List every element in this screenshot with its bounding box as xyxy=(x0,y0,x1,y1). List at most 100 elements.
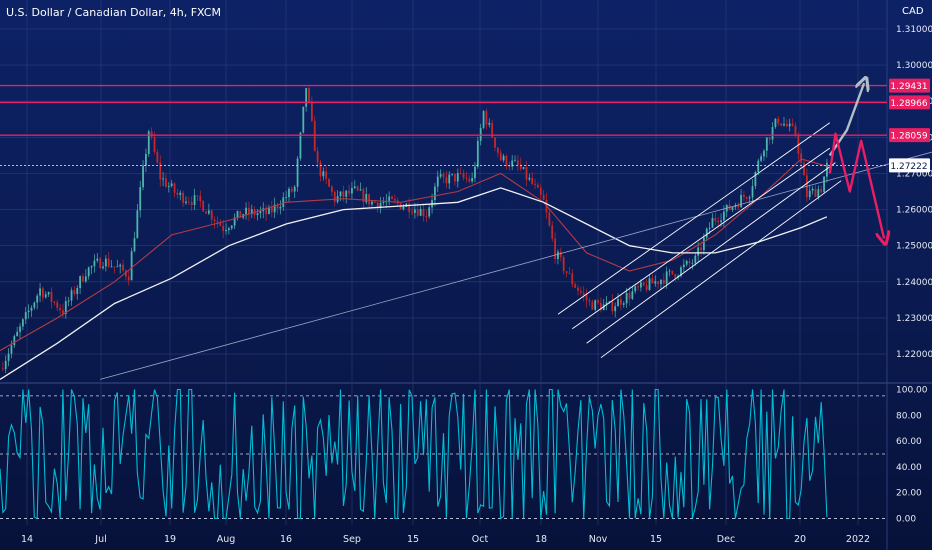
candle-body xyxy=(565,271,568,274)
candle-body xyxy=(614,306,617,312)
y-tick-label: 1.22000 xyxy=(896,350,932,360)
candle-body xyxy=(145,153,147,166)
candle-body xyxy=(474,166,476,179)
candle-body xyxy=(411,212,413,214)
candle-body xyxy=(296,158,299,187)
oscillator-line xyxy=(0,388,828,520)
osc-tick-label: 60.00 xyxy=(896,437,922,447)
candle-body xyxy=(599,302,602,311)
candle-body xyxy=(785,123,788,127)
candle-body xyxy=(147,131,150,154)
candle-body xyxy=(528,177,531,180)
candle-body xyxy=(791,123,794,126)
candle-body xyxy=(310,101,313,121)
x-tick-label: Sep xyxy=(343,534,361,545)
candle-body xyxy=(617,299,619,307)
candle-body xyxy=(110,266,113,268)
candle-body xyxy=(428,207,431,217)
candle-body xyxy=(434,186,436,201)
candle-body xyxy=(557,251,559,259)
candle-body xyxy=(196,195,199,197)
last-price-label: 1.27222 xyxy=(890,162,927,172)
candle-body xyxy=(688,260,691,264)
candle-body xyxy=(499,152,502,161)
candle-body xyxy=(731,207,734,210)
x-tick-label: Oct xyxy=(472,534,489,545)
candle-body xyxy=(648,278,651,290)
candle-body xyxy=(425,216,428,217)
candle-body xyxy=(342,191,345,197)
candle-body xyxy=(382,202,385,204)
candle-body xyxy=(193,195,196,206)
candle-body xyxy=(814,188,817,197)
candle-body xyxy=(84,276,87,282)
candle-body xyxy=(579,290,582,293)
candle-body xyxy=(187,201,190,203)
candle-body xyxy=(299,132,302,159)
candle-body xyxy=(502,155,505,161)
candle-body xyxy=(276,204,279,209)
candle-body xyxy=(207,210,210,214)
candle-body xyxy=(199,195,202,202)
candle-body xyxy=(505,155,508,167)
candle-body xyxy=(542,194,545,200)
forecast-up-arrow xyxy=(828,83,864,157)
candle-body xyxy=(216,221,219,223)
candle-body xyxy=(488,122,491,125)
moving-average-red xyxy=(0,158,828,351)
candle-body xyxy=(268,207,270,214)
candle-body xyxy=(662,279,665,284)
candle-body xyxy=(700,247,702,251)
candle-body xyxy=(182,192,185,203)
osc-tick-label: 80.00 xyxy=(896,411,922,421)
candle-body xyxy=(637,286,639,288)
candle-body xyxy=(225,229,227,232)
candle-body xyxy=(826,162,828,177)
candle-body xyxy=(559,251,562,258)
candle-body xyxy=(70,290,73,301)
candle-body xyxy=(788,123,791,127)
price-label: 1.28059 xyxy=(890,132,927,142)
candle-body xyxy=(476,140,479,167)
candle-body xyxy=(682,264,685,268)
candle-body xyxy=(803,162,805,176)
price-label: 1.29431 xyxy=(890,82,927,92)
candle-body xyxy=(582,292,585,295)
x-tick-label: 20 xyxy=(794,534,806,545)
candle-body xyxy=(562,257,565,272)
candle-body xyxy=(130,251,133,281)
candle-body xyxy=(654,281,657,284)
candle-body xyxy=(159,162,162,180)
candle-body xyxy=(777,118,780,124)
candle-body xyxy=(213,219,216,222)
osc-tick-label: 40.00 xyxy=(896,463,922,473)
candle-body xyxy=(605,302,608,305)
candle-body xyxy=(651,278,654,284)
candle-body xyxy=(50,292,53,302)
candle-body xyxy=(702,237,705,251)
candle-body xyxy=(288,188,290,198)
candle-body xyxy=(645,285,648,290)
candle-body xyxy=(439,174,442,177)
candle-body xyxy=(239,211,242,218)
candle-body xyxy=(511,160,514,167)
candle-body xyxy=(668,270,671,272)
candle-body xyxy=(674,274,677,278)
candle-body xyxy=(165,178,167,187)
candle-body xyxy=(113,266,116,268)
candle-body xyxy=(150,131,153,137)
candle-body xyxy=(445,176,448,184)
osc-tick-label: 20.00 xyxy=(896,489,922,499)
candle-body xyxy=(222,225,225,232)
candle-body xyxy=(436,176,439,187)
x-tick-label: 18 xyxy=(535,534,547,545)
candle-body xyxy=(391,196,393,200)
candle-body xyxy=(797,135,800,154)
candle-body xyxy=(13,336,16,346)
candle-body xyxy=(328,178,330,187)
candle-body xyxy=(705,228,708,238)
candle-body xyxy=(73,290,76,295)
x-tick-label: Dec xyxy=(717,534,735,545)
